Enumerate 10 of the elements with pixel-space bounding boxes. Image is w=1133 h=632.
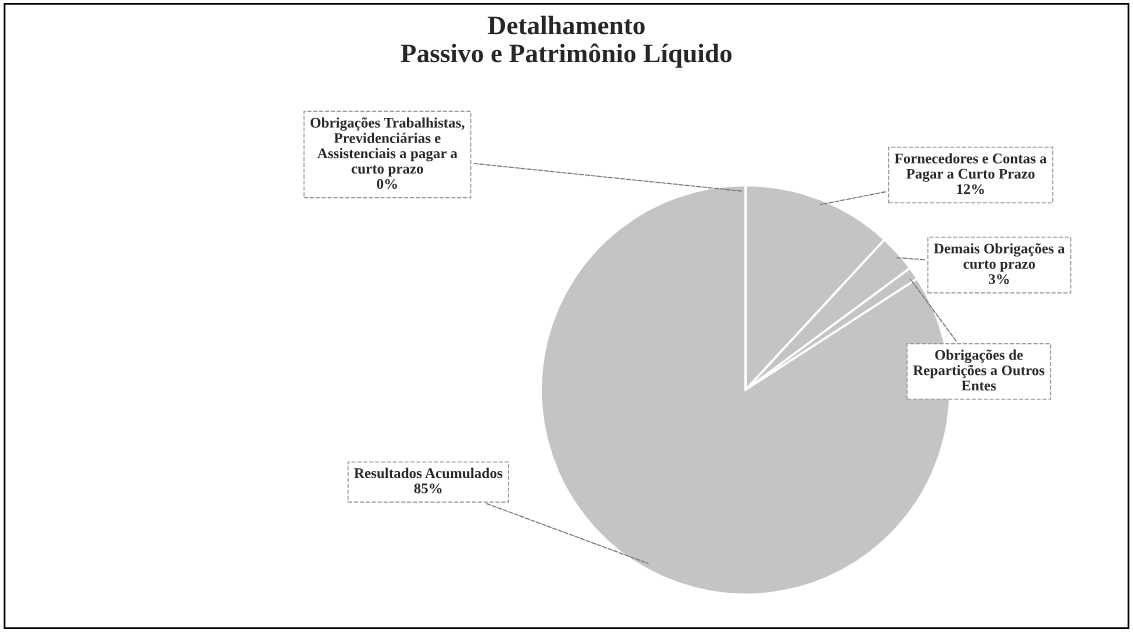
data-label: 12% (957, 184, 984, 195)
chart-title: Detalhamento Passivo e Patrimônio Líquido (400, 15, 732, 68)
text: 0% (377, 179, 397, 189)
slice-label: Resultados Acumulados (354, 467, 503, 479)
data-label: 85% (414, 483, 442, 494)
category-label: Obrigações Trabalhistas, Previdenciárias e Assistenciais a pagar a curto prazo (310, 117, 465, 177)
slice-label: Fornecedores e Contas a Pagar a Curto Prazo (894, 153, 1047, 182)
data-label: 3% (988, 274, 1009, 285)
slice-label: Demais Obrigações a curto prazo (933, 243, 1065, 272)
slice-label: Obrigações de Repartições a Outros Entes (913, 349, 1045, 391)
